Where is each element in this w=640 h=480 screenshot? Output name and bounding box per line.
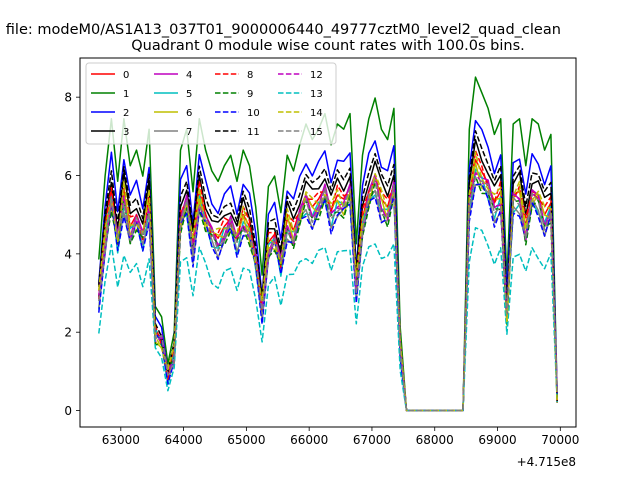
x-tick-label: 67000 (353, 433, 391, 447)
x-offset-label: +4.715e8 (517, 455, 576, 469)
legend-label-3: 3 (123, 127, 129, 138)
x-tick-label: 65000 (227, 433, 265, 447)
legend-label-9: 9 (247, 89, 253, 100)
legend-label-11: 11 (247, 127, 260, 138)
legend-label-6: 6 (186, 108, 192, 119)
legend-label-12: 12 (310, 70, 323, 81)
legend-label-8: 8 (247, 70, 253, 81)
x-tick-label: 70000 (541, 433, 579, 447)
figure-suptitle: n file: modeM0/AS1A13_037T01_9000006440_… (0, 22, 561, 38)
legend-label-1: 1 (123, 89, 129, 100)
series-line-14 (98, 151, 558, 412)
legend-label-7: 7 (186, 127, 192, 138)
y-tick-label: 6 (64, 169, 72, 183)
x-tick-label: 68000 (416, 433, 454, 447)
chart-title: Quadrant 0 module wise count rates with … (131, 38, 525, 54)
legend-label-2: 2 (123, 108, 129, 119)
legend-label-0: 0 (123, 70, 129, 81)
y-tick-label: 2 (64, 326, 72, 340)
x-tick-label: 63000 (102, 433, 140, 447)
legend-label-13: 13 (310, 89, 323, 100)
legend-label-4: 4 (186, 70, 192, 81)
legend-label-5: 5 (186, 89, 192, 100)
y-tick-label: 0 (64, 404, 72, 418)
legend-frame (85, 62, 337, 145)
x-tick-label: 69000 (478, 433, 516, 447)
series-line-15 (98, 176, 558, 412)
legend-label-14: 14 (310, 108, 323, 119)
series-line-13 (98, 227, 558, 412)
y-axis: 0 2 4 6 8 (64, 91, 80, 418)
series-line-11 (98, 130, 558, 412)
legend-label-10: 10 (247, 108, 260, 119)
legend-label-15: 15 (310, 127, 323, 138)
x-tick-label: 64000 (165, 433, 203, 447)
y-tick-label: 8 (64, 91, 72, 105)
series-layer (98, 76, 558, 412)
y-tick-label: 4 (64, 247, 72, 261)
axes-frame (79, 57, 577, 428)
plot-area: 63000 64000 65000 66000 67000 68000 69000 70000… (64, 57, 579, 469)
x-tick-label: 66000 (290, 433, 328, 447)
x-axis: 63000 64000 65000 66000 67000 68000 69000 70000 (102, 427, 579, 447)
